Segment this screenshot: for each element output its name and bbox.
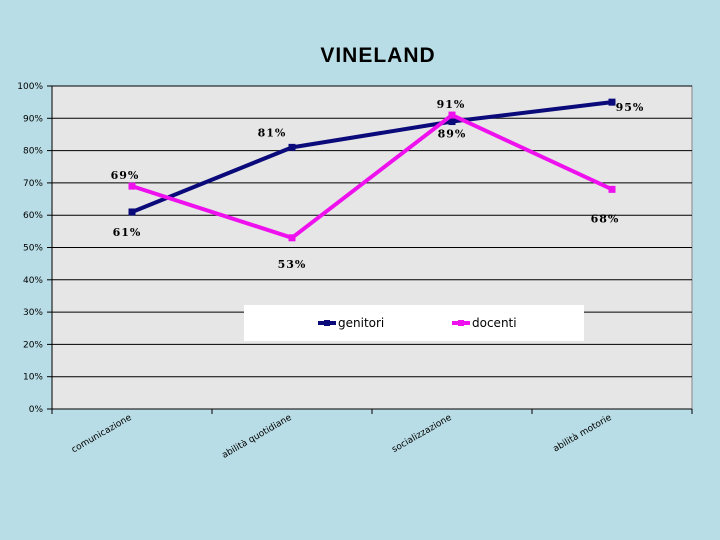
y-tick-label: 100%: [17, 82, 43, 92]
legend-marker-docenti: [458, 320, 464, 326]
legend-label-docenti: docenti: [472, 316, 517, 330]
chart-title: VINELAND: [320, 44, 435, 67]
series-line-docenti: [131, 113, 613, 240]
data-point-docenti: [448, 111, 456, 119]
data-point-docenti: [608, 185, 616, 193]
data-point-genitori: [128, 208, 136, 216]
y-tick-label: 30%: [23, 308, 43, 318]
y-tick-label: 90%: [23, 114, 43, 124]
data-point-docenti: [288, 234, 296, 242]
data-point-docenti: [128, 182, 136, 190]
data-label-genitori: 61%: [113, 226, 142, 239]
data-point-genitori: [608, 98, 616, 106]
data-label-genitori: 95%: [616, 101, 645, 114]
y-tick-label: 70%: [23, 179, 43, 189]
y-tick-label: 20%: [23, 340, 43, 350]
y-tick-label: 40%: [23, 276, 43, 286]
legend: [244, 305, 584, 341]
x-tick-label: abilità motorie: [552, 413, 614, 455]
y-tick-label: 10%: [23, 373, 43, 383]
series-line-genitori: [131, 100, 613, 214]
data-point-genitori: [288, 143, 296, 151]
y-tick-label: 80%: [23, 147, 43, 157]
y-tick-label: 60%: [23, 211, 43, 221]
legend-marker-genitori: [324, 320, 330, 326]
data-label-docenti: 69%: [111, 169, 140, 182]
data-label-docenti: 91%: [437, 98, 466, 111]
data-label-genitori: 81%: [258, 126, 287, 139]
data-label-genitori: 89%: [438, 128, 467, 141]
y-tick-label: 0%: [29, 405, 44, 415]
data-label-docenti: 68%: [591, 212, 620, 225]
x-tick-label: abilità quotidiane: [220, 413, 293, 461]
x-tick-label: socializzazione: [390, 413, 454, 455]
x-tick-label: comunicazione: [70, 413, 134, 456]
y-tick-label: 50%: [23, 244, 43, 254]
legend-label-genitori: genitori: [338, 316, 384, 330]
data-label-docenti: 53%: [278, 258, 307, 271]
data-point-genitori: [448, 118, 456, 126]
